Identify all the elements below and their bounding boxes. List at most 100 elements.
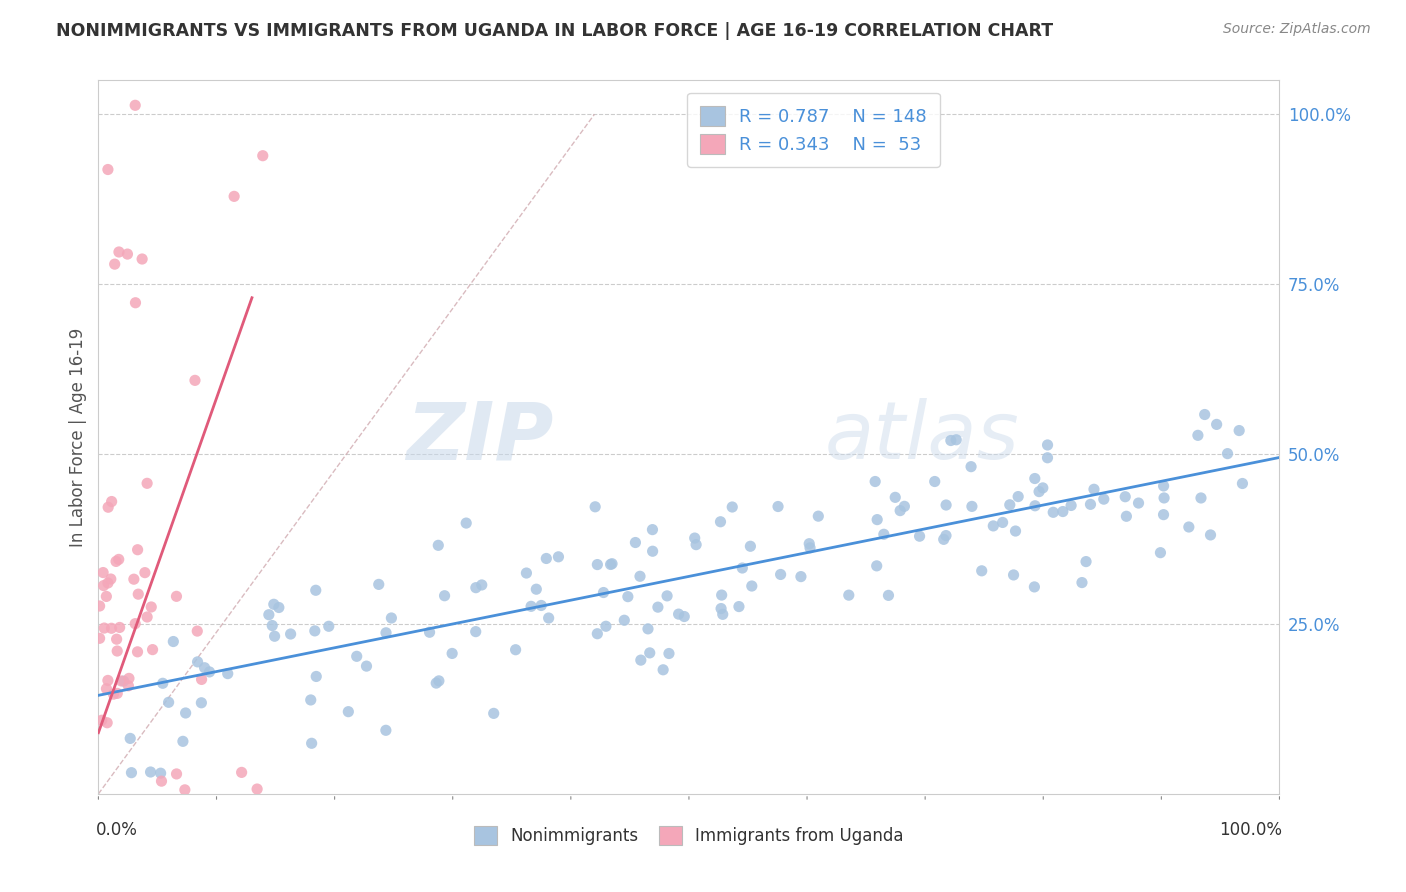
Point xyxy=(263,629,285,643)
Point xyxy=(127,542,149,557)
Point xyxy=(641,544,664,558)
Point xyxy=(1115,509,1137,524)
Point xyxy=(100,572,122,586)
Point xyxy=(142,642,165,657)
Point xyxy=(1024,580,1046,594)
Point xyxy=(628,569,651,583)
Point xyxy=(721,500,744,514)
Point xyxy=(136,610,159,624)
Point xyxy=(337,705,360,719)
Point xyxy=(536,551,558,566)
Point xyxy=(139,764,162,779)
Point xyxy=(104,257,127,271)
Point xyxy=(97,500,120,515)
Point xyxy=(346,649,368,664)
Text: ZIP: ZIP xyxy=(406,398,553,476)
Point xyxy=(1080,497,1102,511)
Point xyxy=(1024,471,1046,485)
Point xyxy=(471,578,494,592)
Point xyxy=(710,588,733,602)
Point xyxy=(1071,575,1094,590)
Text: Source: ZipAtlas.com: Source: ZipAtlas.com xyxy=(1223,22,1371,37)
Point xyxy=(141,599,163,614)
Point xyxy=(932,533,955,547)
Point xyxy=(105,632,128,647)
Point xyxy=(630,653,652,667)
Point xyxy=(166,590,188,604)
Point xyxy=(105,554,128,568)
Point xyxy=(1199,528,1222,542)
Point xyxy=(149,766,172,780)
Point xyxy=(1028,484,1050,499)
Point xyxy=(427,673,450,688)
Point xyxy=(464,581,486,595)
Point xyxy=(90,713,112,727)
Point xyxy=(118,672,141,686)
Point xyxy=(117,679,139,693)
Point xyxy=(1187,428,1209,442)
Point xyxy=(884,491,907,505)
Point xyxy=(246,782,269,797)
Point xyxy=(1194,408,1216,422)
Point xyxy=(600,557,623,571)
Point xyxy=(877,588,900,602)
Point xyxy=(433,589,456,603)
Point xyxy=(1178,520,1201,534)
Point xyxy=(301,736,323,750)
Point xyxy=(267,600,290,615)
Point xyxy=(1060,499,1083,513)
Point xyxy=(425,676,447,690)
Text: 100.0%: 100.0% xyxy=(1219,821,1282,839)
Point xyxy=(367,577,389,591)
Point xyxy=(1092,492,1115,507)
Point xyxy=(100,494,122,508)
Point xyxy=(304,624,326,638)
Point xyxy=(252,149,274,163)
Point xyxy=(766,500,789,514)
Point xyxy=(658,647,681,661)
Point xyxy=(924,475,946,489)
Point xyxy=(1002,568,1025,582)
Point xyxy=(1232,476,1254,491)
Point xyxy=(157,695,180,709)
Point xyxy=(356,659,378,673)
Point xyxy=(374,723,396,738)
Point xyxy=(136,476,159,491)
Point xyxy=(547,549,569,564)
Point xyxy=(124,295,146,310)
Text: atlas: atlas xyxy=(825,398,1019,476)
Point xyxy=(592,585,614,599)
Point xyxy=(1114,490,1136,504)
Point xyxy=(652,663,675,677)
Point xyxy=(217,666,239,681)
Point xyxy=(945,433,967,447)
Point xyxy=(380,611,402,625)
Point xyxy=(613,613,636,627)
Point xyxy=(1149,546,1171,560)
Point xyxy=(731,561,754,575)
Point xyxy=(263,597,285,611)
Point xyxy=(262,618,284,632)
Point xyxy=(673,609,696,624)
Point xyxy=(799,537,821,551)
Point xyxy=(127,587,149,601)
Point xyxy=(1036,450,1059,465)
Point xyxy=(173,782,195,797)
Point xyxy=(190,673,212,687)
Point xyxy=(838,588,860,602)
Point xyxy=(1153,491,1175,505)
Point xyxy=(231,765,253,780)
Point xyxy=(318,619,340,633)
Point xyxy=(120,731,142,746)
Point xyxy=(257,607,280,622)
Point xyxy=(482,706,505,721)
Point xyxy=(194,661,217,675)
Point xyxy=(96,681,118,696)
Point xyxy=(1189,491,1212,505)
Point xyxy=(198,665,221,679)
Point xyxy=(641,523,664,537)
Point xyxy=(174,706,197,720)
Legend: Nonimmigrants, Immigrants from Uganda: Nonimmigrants, Immigrants from Uganda xyxy=(463,814,915,857)
Point xyxy=(935,498,957,512)
Point xyxy=(683,531,706,545)
